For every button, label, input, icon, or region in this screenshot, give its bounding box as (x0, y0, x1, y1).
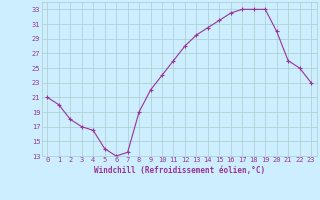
X-axis label: Windchill (Refroidissement éolien,°C): Windchill (Refroidissement éolien,°C) (94, 166, 265, 175)
